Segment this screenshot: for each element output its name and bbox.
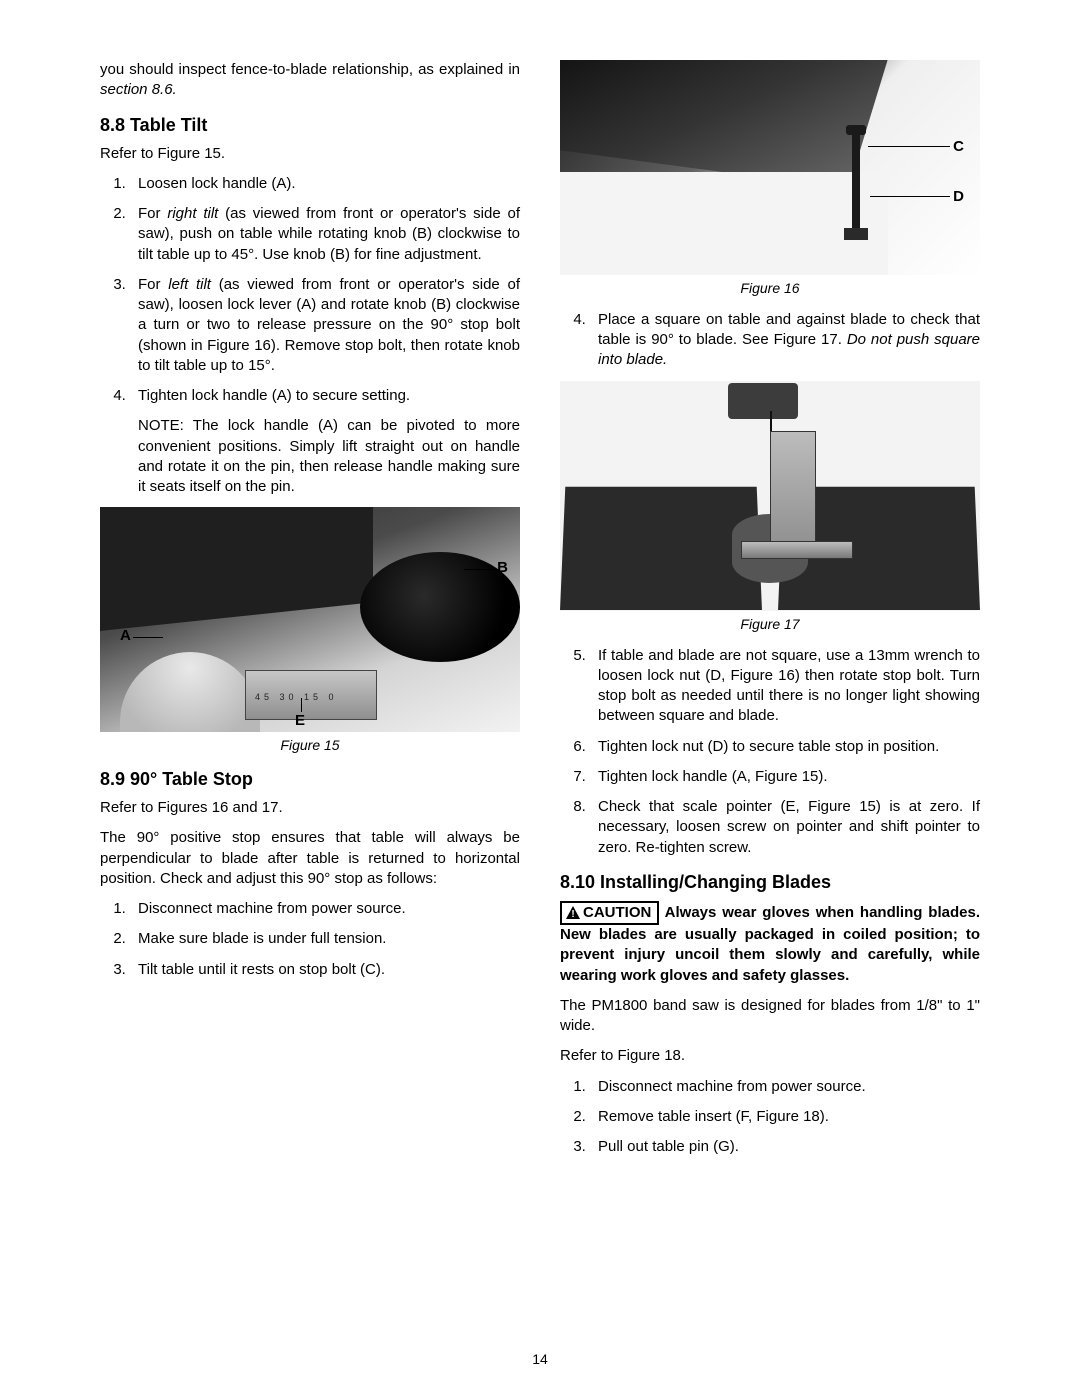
stop-step-5: If table and blade are not square, use a… <box>590 646 980 727</box>
tilt-note: NOTE: The lock handle (A) can be pivoted… <box>138 416 520 497</box>
stop-step-3: Tilt table until it rests on stop bolt (… <box>130 960 520 980</box>
tilt-step-2: For right tilt (as viewed from front or … <box>130 204 520 265</box>
figure-16: C D <box>560 60 980 275</box>
stop-step-7: Tighten lock handle (A, Figure 15). <box>590 767 980 787</box>
caution-paragraph: ! CAUTION Always wear gloves when handli… <box>560 901 980 986</box>
refer-fig18: Refer to Figure 18. <box>560 1046 980 1066</box>
table-stop-step-4: Place a square on table and against blad… <box>560 310 980 371</box>
right-column: C D Figure 16 Place a square on table an… <box>560 60 980 1167</box>
fig15-label-b: B <box>497 559 508 576</box>
intro-section-ref: section 8.6. <box>100 81 177 98</box>
heading-8-8: 8.8 Table Tilt <box>100 115 520 136</box>
figure-16-caption: Figure 16 <box>560 279 980 298</box>
stop-step-1: Disconnect machine from power source. <box>130 899 520 919</box>
inst-step-1: Disconnect machine from power source. <box>590 1077 980 1097</box>
tilt-step-3: For left tilt (as viewed from front or o… <box>130 275 520 376</box>
figure-15: 45 30 15 0 A B E <box>100 507 520 732</box>
stop-step-4: Place a square on table and against blad… <box>590 310 980 371</box>
inst-step-3: Pull out table pin (G). <box>590 1137 980 1157</box>
stop-step-6: Tighten lock nut (D) to secure table sto… <box>590 737 980 757</box>
table-stop-steps-5-8: If table and blade are not square, use a… <box>560 646 980 858</box>
figure-17 <box>560 381 980 611</box>
column-container: you should inspect fence-to-blade relati… <box>100 60 980 1167</box>
intro-paragraph: you should inspect fence-to-blade relati… <box>100 60 520 101</box>
svg-text:!: ! <box>571 909 574 919</box>
tilt-step-1: Loosen lock handle (A). <box>130 174 520 194</box>
heading-8-10: 8.10 Installing/Changing Blades <box>560 872 980 893</box>
tilt-step-4: Tighten lock handle (A) to secure settin… <box>130 386 520 406</box>
table-stop-steps-1-3: Disconnect machine from power source. Ma… <box>100 899 520 980</box>
figure-17-caption: Figure 17 <box>560 615 980 634</box>
install-blade-steps: Disconnect machine from power source. Re… <box>560 1077 980 1158</box>
fig15-label-e: E <box>295 712 305 729</box>
warning-icon: ! <box>566 906 580 919</box>
caution-label: CAUTION <box>583 904 651 921</box>
stop-intro: The 90° positive stop ensures that table… <box>100 828 520 889</box>
heading-8-9: 8.9 90° Table Stop <box>100 769 520 790</box>
refer-fig15: Refer to Figure 15. <box>100 144 520 164</box>
caution-box: ! CAUTION <box>560 901 659 925</box>
fig15-label-a: A <box>120 627 131 644</box>
table-tilt-steps: Loosen lock handle (A). For right tilt (… <box>100 174 520 407</box>
inst-step-2: Remove table insert (F, Figure 18). <box>590 1107 980 1127</box>
refer-fig16-17: Refer to Figures 16 and 17. <box>100 798 520 818</box>
manual-page: you should inspect fence-to-blade relati… <box>0 0 1080 1397</box>
intro-text: you should inspect fence-to-blade relati… <box>100 61 520 78</box>
fig16-label-c: C <box>953 138 964 155</box>
fig16-label-d: D <box>953 188 964 205</box>
stop-step-8: Check that scale pointer (E, Figure 15) … <box>590 797 980 858</box>
left-column: you should inspect fence-to-blade relati… <box>100 60 520 1167</box>
figure-15-caption: Figure 15 <box>100 736 520 755</box>
page-number: 14 <box>0 1351 1080 1367</box>
stop-step-2: Make sure blade is under full tension. <box>130 929 520 949</box>
blade-range: The PM1800 band saw is designed for blad… <box>560 996 980 1037</box>
